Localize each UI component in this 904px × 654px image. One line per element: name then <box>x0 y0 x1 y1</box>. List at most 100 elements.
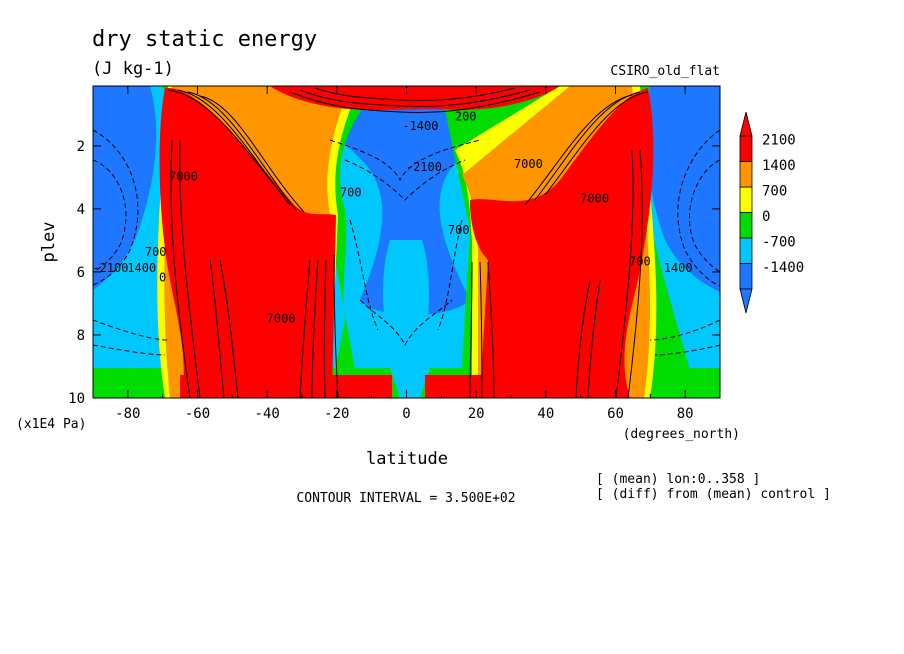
contour-line <box>479 261 483 398</box>
contour-line <box>311 259 319 398</box>
colorbar-extend-min <box>739 288 753 314</box>
y-axis: 2 4 6 8 10 <box>68 139 720 407</box>
contour-label: 700 <box>340 185 362 199</box>
note-diff: [ (diff) from (mean) control ] <box>596 487 831 502</box>
contour-label: 200 <box>455 110 477 124</box>
contour-line <box>649 319 720 341</box>
contour-line <box>469 261 473 398</box>
contour-labels: 70007000-210014007000700-1400-2100200700… <box>92 110 693 326</box>
contour-label: 700 <box>629 255 651 269</box>
contour-lines <box>167 87 649 398</box>
region-south-polar <box>93 86 157 290</box>
contour-label: -2100 <box>92 261 128 275</box>
contour-line <box>179 139 201 398</box>
contour-line <box>323 259 327 398</box>
contour-label: 1400 <box>127 261 156 275</box>
contour-label: -1400 <box>402 119 438 133</box>
y-axis-label: plev <box>39 222 59 263</box>
contour-line <box>93 319 169 341</box>
negative-contours <box>93 129 720 356</box>
region-north-polar <box>645 86 720 292</box>
colorbar-swatch <box>739 186 753 213</box>
contour-label: 7000 <box>169 170 198 184</box>
colorbar-label: -700 <box>762 235 796 251</box>
y-axis-units: (x1E4 Pa) <box>16 417 86 432</box>
contour-label: 700 <box>145 245 167 259</box>
contour-line <box>177 89 291 206</box>
x-tick-label: 80 <box>677 406 694 422</box>
x-tick-label: -80 <box>115 406 140 422</box>
region-tropical-upper <box>255 90 570 315</box>
contour-line <box>344 159 466 201</box>
contour-line <box>349 219 379 331</box>
colorbar-swatch <box>739 135 753 162</box>
x-tick-label: 40 <box>537 406 554 422</box>
contour-line <box>209 259 225 398</box>
contour-line <box>575 279 591 398</box>
model-label: CSIRO_old_flat <box>610 64 720 79</box>
contour-line <box>93 344 166 356</box>
colorbar-extend-max <box>739 111 753 137</box>
contour-line <box>689 159 720 273</box>
region-tropical-lower <box>383 240 430 372</box>
colorbar-label: 2100 <box>762 133 796 149</box>
x-tick-label: 60 <box>607 406 624 422</box>
colorbar-label: 700 <box>762 184 787 200</box>
x-axis-units: (degrees_north) <box>623 427 740 442</box>
note-mean: [ (mean) lon:0..358 ] <box>596 472 760 487</box>
x-axis: -80 -60 -40 -20 0 20 40 60 80 <box>92 86 721 422</box>
y-tick-label: 4 <box>77 202 85 218</box>
colorbar-swatch <box>739 263 753 290</box>
x-tick-label: -40 <box>255 406 280 422</box>
contour-line <box>587 279 601 398</box>
contour-line <box>359 299 453 347</box>
contour-line <box>93 129 139 286</box>
units-label: (J kg-1) <box>92 59 174 79</box>
y-tick-label: 10 <box>68 391 85 407</box>
colorbar-swatch <box>739 237 753 264</box>
contour-line <box>654 344 720 356</box>
region-north-red <box>470 88 654 398</box>
contour-line <box>289 91 541 113</box>
x-axis-label: latitude <box>366 449 448 469</box>
colorbar-swatch <box>739 161 753 188</box>
contour-line <box>199 95 305 213</box>
contour-label: 700 <box>448 223 470 237</box>
contour-line <box>299 89 531 107</box>
y-tick-label: 6 <box>77 265 85 281</box>
colorbar-swatch <box>739 212 753 239</box>
contour-field: 70007000-210014007000700-1400-2100200700… <box>92 86 720 398</box>
region-south-red <box>159 87 336 398</box>
region-bottom-red <box>180 375 625 398</box>
y-tick-label: 2 <box>77 139 85 155</box>
contour-label: -2100 <box>406 160 442 174</box>
chart-title: dry static energy <box>92 27 317 52</box>
contour-label: 7000 <box>267 311 296 325</box>
contour-line <box>219 259 239 398</box>
contour-label: 7000 <box>514 157 543 171</box>
colorbar: 2100 1400 700 0 -700 -1400 <box>739 111 804 314</box>
x-tick-label: -20 <box>324 406 349 422</box>
y-tick-label: 8 <box>77 328 85 344</box>
contour-line <box>314 87 516 101</box>
x-tick-label: 20 <box>468 406 485 422</box>
contour-line <box>437 219 463 331</box>
contour-line <box>544 91 649 196</box>
contour-line <box>299 259 311 398</box>
contour-line <box>524 94 633 206</box>
colorbar-label: 0 <box>762 209 770 225</box>
region-top-red <box>270 86 560 110</box>
contour-line <box>615 149 634 398</box>
contour-label: 0 <box>159 270 166 284</box>
colorbar-label: -1400 <box>762 260 804 276</box>
x-tick-label: 0 <box>402 406 410 422</box>
contour-line <box>329 139 481 182</box>
contour-line <box>170 139 191 398</box>
contour-line <box>487 261 495 398</box>
contour-line <box>333 254 339 398</box>
colorbar-label: 1400 <box>762 158 796 174</box>
contour-label: 1400 <box>664 261 693 275</box>
contour-label: 7000 <box>580 192 609 206</box>
